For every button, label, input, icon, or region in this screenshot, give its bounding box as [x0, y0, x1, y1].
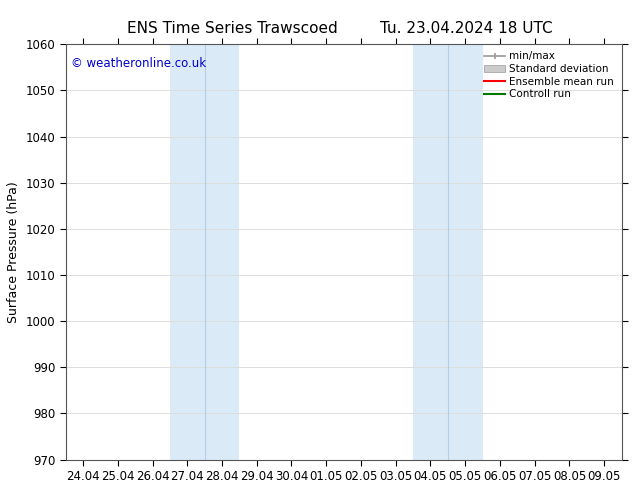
Bar [170, 44, 240, 460]
Text: Tu. 23.04.2024 18 UTC: Tu. 23.04.2024 18 UTC [380, 21, 552, 36]
Legend: min/max, Standard deviation, Ensemble mean run, Controll run: min/max, Standard deviation, Ensemble me… [482, 49, 616, 101]
Bar [413, 44, 482, 460]
Text: © weatheronline.co.uk: © weatheronline.co.uk [71, 57, 206, 70]
Text: ENS Time Series Trawscoed: ENS Time Series Trawscoed [127, 21, 338, 36]
Y-axis label: Surface Pressure (hPa): Surface Pressure (hPa) [7, 181, 20, 323]
